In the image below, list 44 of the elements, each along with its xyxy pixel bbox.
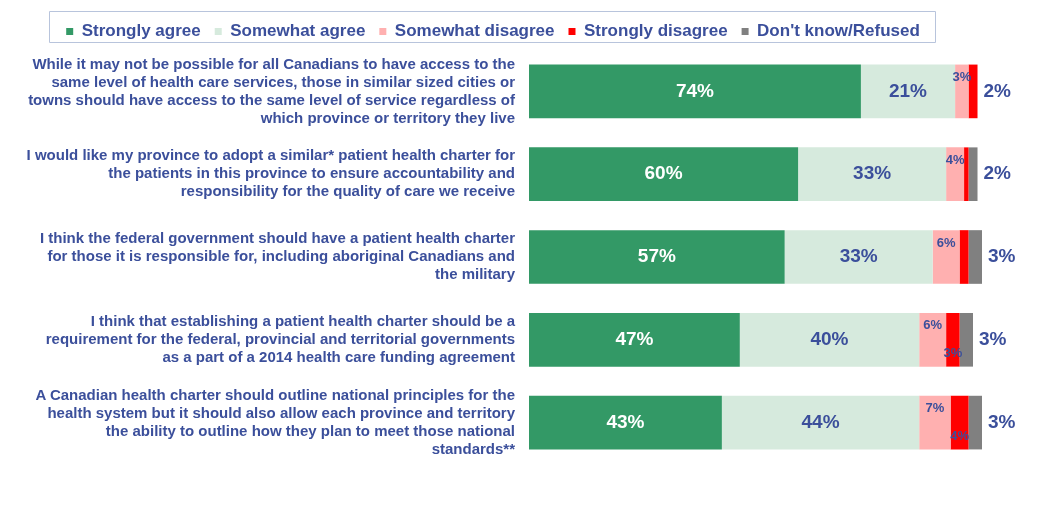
bar bbox=[968, 230, 982, 284]
bar bbox=[529, 147, 799, 202]
y-tick-label: A Canadian health charter should outline national principles for the health system but it should also allow each province and territory the ability to outline how they plan to meet those national standards** bbox=[35, 385, 516, 457]
bar bbox=[529, 312, 740, 367]
bar bbox=[784, 230, 933, 284]
data-label: 21% bbox=[888, 79, 928, 101]
bar bbox=[798, 147, 947, 202]
bar bbox=[529, 395, 722, 450]
bar bbox=[964, 147, 969, 202]
data-label: 47% bbox=[615, 328, 654, 350]
data-label: 2% bbox=[983, 162, 1012, 184]
bar bbox=[959, 230, 969, 284]
legend-label: Strongly agree bbox=[81, 21, 201, 41]
data-label: 33% bbox=[839, 245, 878, 267]
bar bbox=[919, 395, 951, 450]
legend-label: Don't know/Refused bbox=[757, 21, 920, 41]
y-tick-label: While it may not be possible for all Canadians to have access to the same level of health care services, those in similar sized cities or towns should have access to the same level of service regardless of which province or territory they live bbox=[28, 54, 516, 126]
data-label: 3% bbox=[988, 245, 1016, 267]
data-label: 2% bbox=[983, 79, 1012, 101]
data-label: 40% bbox=[810, 328, 849, 350]
data-label: 60% bbox=[644, 162, 683, 184]
y-tick-label: I think the federal government should have a patient health charter for those it is responsible for, including aboriginal Canadians and the military bbox=[39, 229, 516, 283]
legend-label: Strongly disagree bbox=[584, 21, 728, 41]
bar bbox=[932, 230, 960, 284]
legend-label: Somewhat agree bbox=[230, 21, 366, 41]
y-tick-label: I think that establishing a patient health charter should be a requirement for the federal, provincial and territorial governments as a part of a 2014 health care funding agreement bbox=[45, 311, 516, 365]
data-label: 44% bbox=[801, 410, 840, 432]
data-label: 7% bbox=[925, 400, 945, 416]
legend-label: Somewhat disagree bbox=[394, 21, 555, 41]
bar bbox=[529, 64, 861, 119]
data-label: 43% bbox=[606, 410, 645, 432]
bar bbox=[529, 230, 785, 284]
data-label: 74% bbox=[675, 79, 715, 101]
data-label: 6% bbox=[923, 317, 943, 333]
data-label: 3% bbox=[988, 410, 1016, 432]
bar bbox=[721, 395, 920, 450]
data-label: 33% bbox=[853, 162, 892, 184]
y-tick-label: I would like my province to adopt a similar* patient health charter for the patients in this province to ensure accountability and responsibility for the quality of care we receive bbox=[26, 146, 516, 200]
data-label: 3% bbox=[979, 328, 1007, 350]
bar bbox=[739, 312, 920, 367]
data-label: 6% bbox=[936, 234, 956, 250]
bar bbox=[968, 395, 982, 450]
data-label: 57% bbox=[637, 245, 676, 267]
bar bbox=[968, 147, 978, 202]
